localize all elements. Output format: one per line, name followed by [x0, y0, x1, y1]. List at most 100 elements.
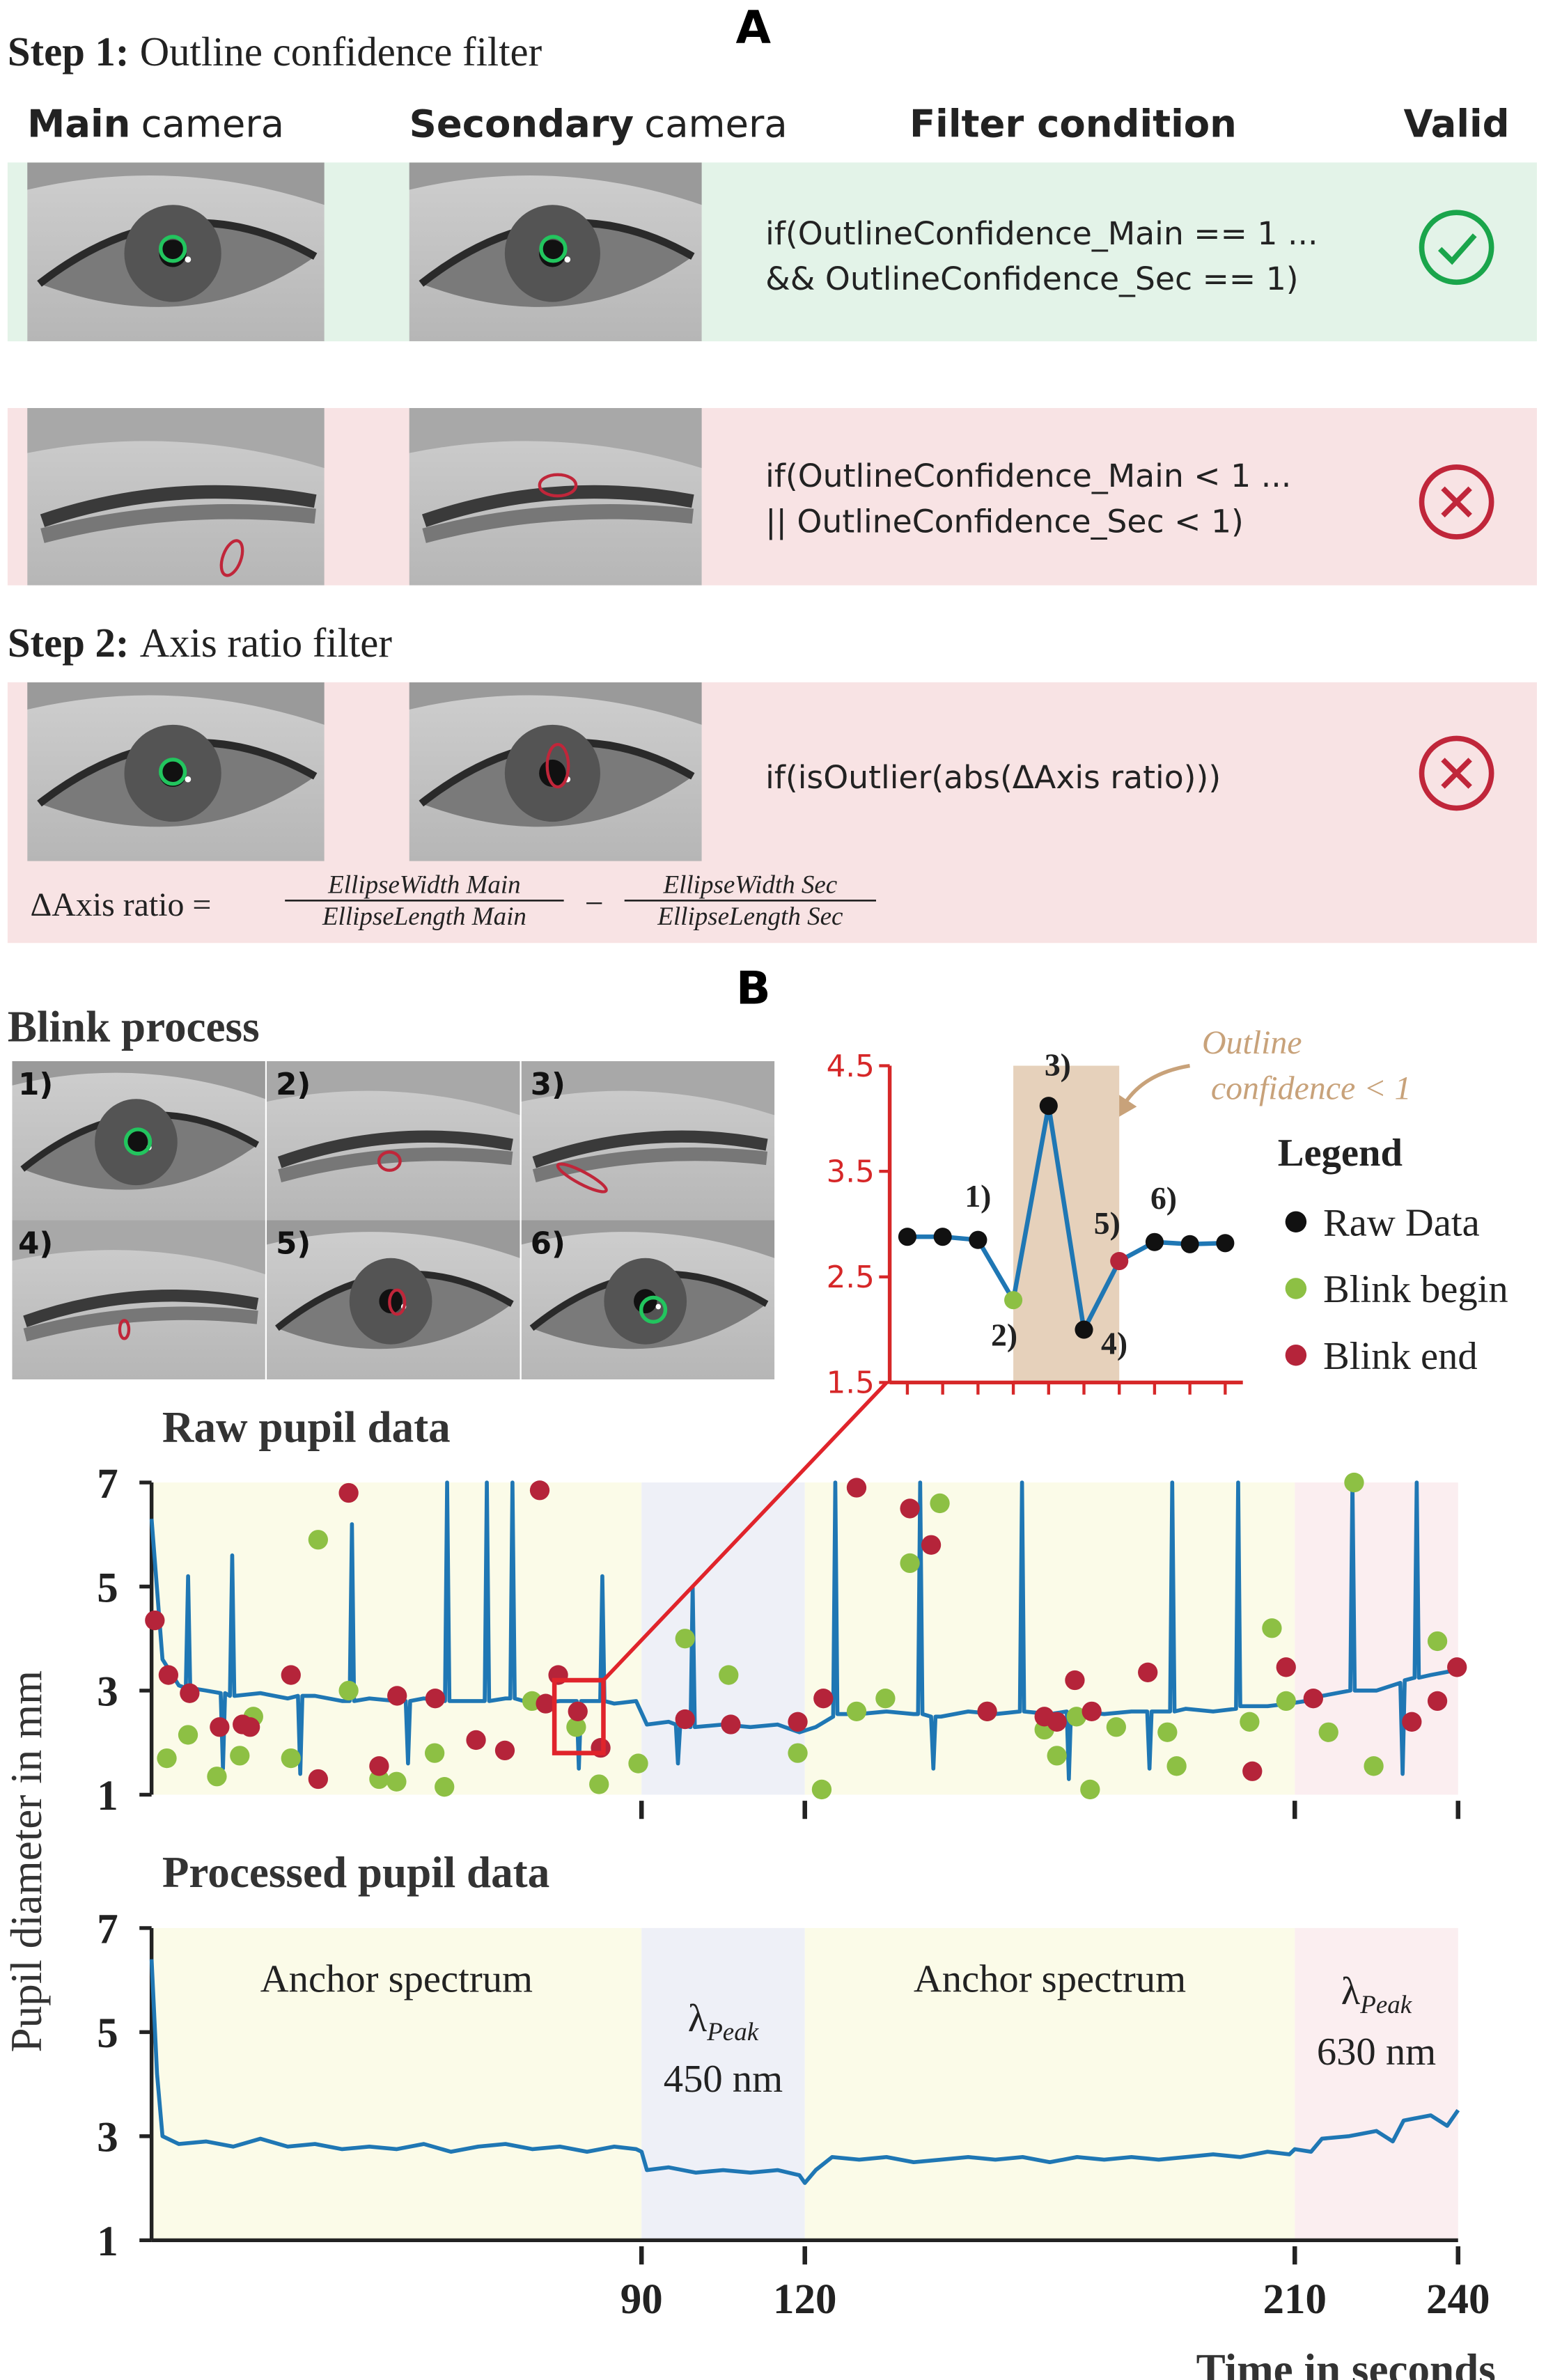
marker — [846, 1478, 867, 1498]
marker — [1318, 1722, 1338, 1742]
marker — [308, 1769, 328, 1790]
pupil-outline — [158, 235, 187, 263]
formula-numerator: EllipseWidth Main — [327, 870, 520, 899]
y-tick-label: 5 — [97, 1565, 118, 1611]
region-symbol: λPeak — [688, 1997, 759, 2046]
marker — [900, 1498, 920, 1519]
y-tick-label: 2.5 — [827, 1260, 875, 1295]
data-line — [907, 1105, 1226, 1337]
marker — [494, 1740, 515, 1761]
marker — [424, 1743, 445, 1763]
marker — [1240, 1712, 1260, 1732]
zoom-line — [602, 1381, 889, 1682]
data-point — [1004, 1291, 1023, 1310]
y-tick-label: 7 — [97, 1461, 118, 1508]
region — [804, 1927, 1295, 2241]
pupil-outline — [158, 758, 187, 786]
marker — [788, 1743, 808, 1763]
formula-denominator: EllipseLength Sec — [657, 902, 843, 931]
y-tick-label: 5 — [97, 2010, 118, 2057]
data-point — [969, 1230, 987, 1249]
x-tick-label: 90 — [620, 2276, 663, 2323]
marker — [813, 1689, 834, 1709]
step-text: Axis ratio filter — [140, 620, 393, 666]
marker — [1303, 1689, 1323, 1709]
pupil-outline — [545, 742, 570, 789]
x-axis-label: Time in seconds — [1196, 2345, 1496, 2380]
point-label: 1) — [965, 1178, 991, 1214]
frame-label: 6) — [531, 1226, 565, 1261]
frame-label: 3) — [531, 1067, 565, 1102]
column-header: Valid — [1404, 101, 1510, 146]
eye-image — [409, 162, 702, 341]
legend-swatch — [1285, 1278, 1307, 1299]
marker — [788, 1712, 808, 1732]
subscript: Peak — [1359, 1991, 1412, 2019]
marker — [369, 1756, 389, 1776]
condition: || OutlineConfidence_Sec < 1) — [765, 503, 1244, 540]
marker — [536, 1693, 556, 1714]
marker — [178, 1725, 198, 1745]
invalid-icon — [1419, 464, 1494, 540]
frame-label: 4) — [18, 1226, 53, 1261]
marker — [930, 1493, 950, 1514]
data-point — [1110, 1251, 1129, 1271]
legend-swatch — [1285, 1345, 1307, 1366]
formula-operator: − — [585, 885, 604, 922]
point-label: 3) — [1045, 1047, 1071, 1083]
marker — [386, 1771, 407, 1792]
marker — [157, 1748, 177, 1769]
y-tick-label: 4.5 — [827, 1049, 875, 1084]
column-header: Secondary camera — [409, 101, 788, 146]
region — [151, 1927, 642, 2241]
data-point — [933, 1228, 952, 1246]
panel-label: A — [735, 1, 771, 54]
marker — [1080, 1779, 1100, 1800]
marker — [435, 1777, 455, 1797]
x-tick-label: 240 — [1426, 2276, 1490, 2323]
y-tick-label: 3.5 — [827, 1154, 875, 1189]
pupil-outline — [639, 1295, 668, 1324]
marker — [1364, 1756, 1384, 1776]
marker — [1166, 1756, 1187, 1776]
y-axis-label: Pupil diameter in mm — [2, 1670, 51, 2053]
point-label: 4) — [1101, 1325, 1127, 1361]
eye-image — [27, 162, 325, 341]
header-bold: Secondary — [409, 101, 634, 146]
pupil-outline — [538, 473, 578, 498]
y-tick-label: 1.5 — [827, 1366, 875, 1401]
x-tick-label: 210 — [1263, 2276, 1327, 2323]
marker — [1047, 1746, 1067, 1766]
marker — [1427, 1631, 1448, 1652]
symbol: λ — [688, 1997, 708, 2040]
marker — [425, 1689, 446, 1709]
region-symbol: λPeak — [1341, 1970, 1412, 2019]
marker — [846, 1701, 867, 1721]
column-header: Filter condition — [909, 101, 1237, 146]
step-text: Outline confidence filter — [140, 29, 542, 75]
marker — [875, 1689, 896, 1709]
pupil-outline — [118, 1318, 131, 1340]
marker — [675, 1629, 695, 1649]
step-label: Step 1: — [8, 29, 130, 75]
region-label: Anchor spectrum — [914, 1957, 1186, 2001]
marker — [1427, 1691, 1448, 1712]
marker — [240, 1717, 260, 1737]
step-title: Step 1: Outline confidence filter — [8, 29, 542, 75]
condition: if(OutlineConfidence_Main == 1 ... — [765, 215, 1318, 252]
eye-image — [409, 682, 702, 861]
marker — [210, 1717, 230, 1737]
data-point — [1039, 1097, 1058, 1115]
y-tick-label: 1 — [97, 2218, 118, 2265]
blink-title: Blink process — [8, 1003, 260, 1051]
marker — [1082, 1701, 1102, 1721]
marker — [529, 1480, 550, 1501]
data-point — [1145, 1232, 1164, 1251]
marker — [628, 1753, 648, 1774]
header-bold: Main — [27, 101, 130, 146]
subscript: Peak — [706, 2018, 759, 2046]
marker — [977, 1701, 997, 1721]
marker — [719, 1665, 739, 1685]
marker — [1262, 1618, 1282, 1638]
